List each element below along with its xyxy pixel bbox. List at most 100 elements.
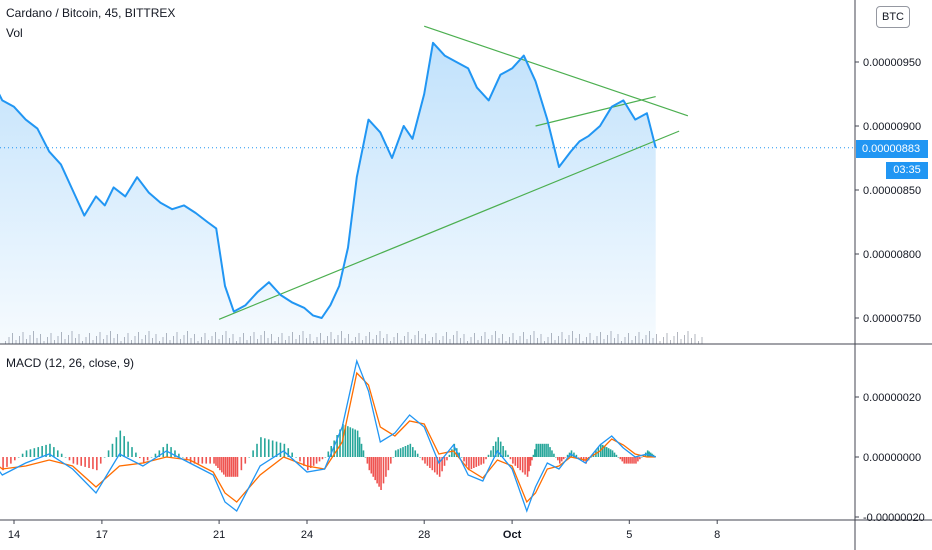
time-tick-label: 17	[96, 529, 108, 541]
macd-histogram-bar	[295, 457, 297, 458]
macd-histogram-bar	[514, 457, 517, 466]
macd-histogram-bar	[366, 457, 369, 464]
macd-histogram-bar	[370, 457, 373, 474]
macd-histogram-bar	[221, 457, 223, 473]
macd-histogram-bar	[303, 457, 305, 466]
macd-histogram-bar	[551, 450, 553, 457]
macd-histogram-bar	[29, 449, 32, 457]
macd-histogram-bar	[482, 457, 485, 464]
volume-bar	[659, 341, 661, 344]
macd-histogram-bar	[458, 452, 460, 457]
macd-histogram-bar	[279, 442, 282, 457]
macd-tick-label: -0.00000020	[863, 512, 925, 524]
macd-histogram-bar	[181, 457, 184, 458]
macd-histogram-bar	[185, 457, 188, 461]
macd-histogram-bar	[72, 457, 75, 464]
macd-histogram-bar	[267, 439, 270, 457]
price-series	[0, 41, 855, 319]
trendline-3[interactable]	[535, 95, 656, 127]
macd-histogram-bar	[448, 454, 451, 457]
macd-histogram-bar	[45, 444, 47, 457]
macd-histogram-bar	[603, 446, 606, 457]
macd-histogram-bar	[356, 430, 359, 457]
macd-histogram-bar	[154, 453, 157, 457]
price-line[interactable]	[0, 41, 657, 319]
macd-histogram-bar	[562, 457, 565, 460]
macd-histogram-bar	[499, 441, 502, 457]
macd-histogram-bar	[623, 457, 626, 464]
macd-histogram-bar	[139, 457, 141, 459]
macd-histogram-bar	[368, 457, 371, 471]
volume-bar	[670, 340, 671, 344]
macd-histogram-bar	[468, 457, 470, 471]
volume-bar	[666, 333, 668, 344]
macd-histogram-bar	[641, 457, 643, 458]
macd-histogram-bar	[252, 450, 254, 457]
macd-histogram-bar	[453, 443, 456, 457]
currency-badge[interactable]: BTC	[876, 6, 910, 28]
macd-histogram-bar	[201, 457, 204, 464]
macd-histogram-bar	[547, 443, 549, 457]
trendline-2[interactable]	[218, 130, 680, 320]
macd-histogram-bar	[41, 446, 43, 457]
macd-histogram-bar	[617, 457, 620, 458]
macd-histogram-bar	[465, 457, 468, 466]
volume-bar	[691, 338, 692, 344]
macd-histogram-bar	[230, 457, 233, 477]
macd-histogram-bar	[33, 448, 36, 457]
macd-line[interactable]	[0, 358, 656, 513]
macd-histogram-bar	[516, 457, 519, 468]
price-tick-label: 0.00000900	[863, 121, 921, 133]
macd-histogram-bar	[485, 457, 487, 460]
macd-histogram-bar	[21, 453, 24, 457]
volume-bar	[687, 331, 689, 344]
macd-histogram-bar	[545, 443, 547, 457]
volume-bar	[701, 337, 703, 344]
macd-histogram-bar	[223, 457, 225, 475]
macd-histogram-bar	[64, 457, 67, 458]
macd-histogram-bar	[521, 457, 524, 473]
macd-histogram-bar	[119, 430, 122, 457]
macd-histogram-bar	[382, 457, 385, 484]
macd-histogram-bar	[502, 446, 504, 457]
time-tick-label: Oct	[503, 529, 522, 541]
macd-histogram-bar	[633, 457, 635, 464]
macd-histogram-bar	[421, 457, 424, 461]
macd-histogram-bar	[416, 453, 419, 457]
macd-histogram-bar	[127, 441, 129, 457]
macd-histogram-bar	[80, 457, 83, 466]
macd-histogram-bar	[460, 457, 463, 458]
macd-histogram-bar	[260, 437, 262, 457]
macd-histogram-bar	[387, 457, 390, 471]
signal-line[interactable]	[0, 371, 656, 504]
macd-histogram-bar	[433, 457, 436, 473]
macd-histogram-bar	[111, 443, 114, 457]
macd-histogram-bar	[10, 457, 12, 464]
macd-histogram-bar	[6, 457, 8, 467]
macd-histogram-bar	[219, 457, 221, 471]
macd-histogram-bar	[497, 437, 500, 457]
macd-histogram-bar	[504, 450, 507, 457]
macd-histogram-bar	[88, 457, 90, 468]
macd-histogram-bar	[463, 457, 465, 462]
macd-histogram-bar	[509, 457, 512, 460]
macd-histogram-bar	[475, 457, 478, 467]
macd-histogram-bar	[480, 457, 482, 465]
last-price-tag: 0.00000883	[856, 140, 928, 158]
macd-histogram-bar	[487, 454, 490, 457]
macd-histogram-bar	[123, 436, 125, 457]
macd-histogram-bar	[209, 457, 211, 464]
macd-histogram-bar	[339, 429, 341, 457]
time-tick-label: 8	[714, 529, 720, 541]
price-tick-label: 0.00000850	[863, 185, 921, 197]
macd-histogram-bar	[564, 457, 567, 458]
macd-histogram-bar	[264, 438, 266, 457]
macd-histogram-bar	[217, 457, 219, 468]
macd-histogram-bar	[490, 450, 492, 457]
macd-histogram-bar	[53, 447, 55, 457]
macd-histogram-bar	[402, 447, 404, 457]
trendline-1[interactable]	[424, 25, 689, 117]
macd-histogram-bar	[429, 457, 431, 468]
macd-histogram-bar	[49, 443, 51, 457]
